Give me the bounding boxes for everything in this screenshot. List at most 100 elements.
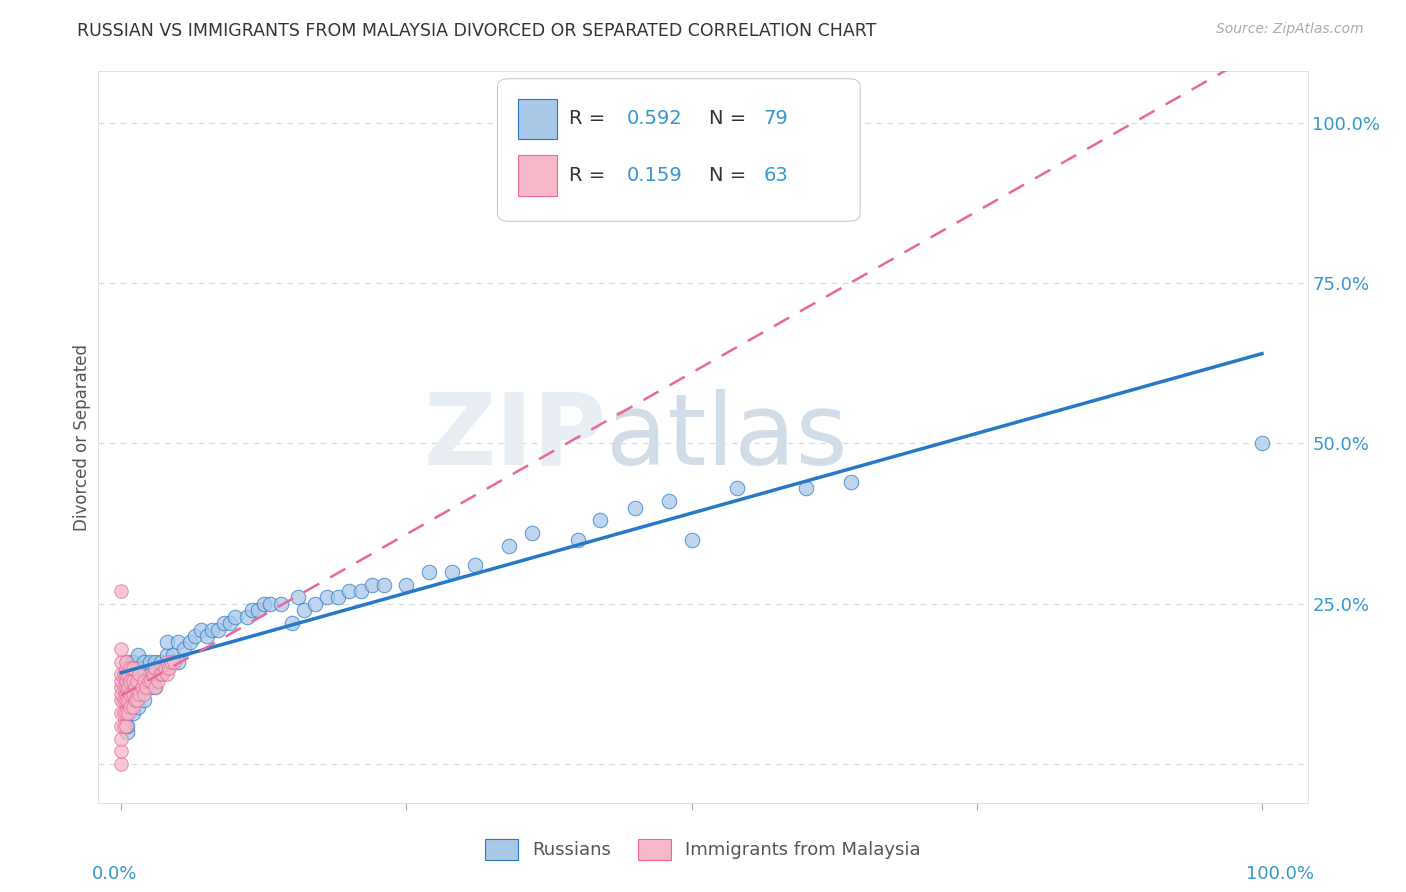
Text: atlas: atlas: [606, 389, 848, 485]
Point: [1251, 436, 1274, 450]
Point: [127, 687, 149, 701]
Point: [139, 667, 162, 681]
FancyBboxPatch shape: [517, 99, 557, 139]
Point: [110, 719, 132, 733]
Point: [110, 673, 132, 688]
Point: [115, 706, 138, 720]
Point: [124, 693, 146, 707]
Text: R =: R =: [569, 110, 612, 128]
Point: [658, 494, 681, 508]
Point: [120, 673, 142, 688]
Point: [127, 693, 149, 707]
Point: [173, 641, 195, 656]
Point: [623, 500, 645, 515]
Point: [120, 661, 142, 675]
Point: [127, 699, 149, 714]
Point: [281, 616, 304, 631]
Point: [114, 693, 136, 707]
Point: [112, 681, 135, 695]
Point: [132, 655, 155, 669]
Point: [156, 667, 179, 681]
Point: [350, 584, 373, 599]
Point: [292, 603, 315, 617]
Point: [110, 641, 132, 656]
Point: [115, 655, 138, 669]
Point: [156, 648, 179, 663]
Point: [110, 655, 132, 669]
Point: [142, 667, 165, 681]
Point: [145, 681, 167, 695]
FancyBboxPatch shape: [517, 155, 557, 195]
Point: [135, 681, 157, 695]
Point: [110, 744, 132, 758]
Point: [121, 681, 143, 695]
Point: [201, 623, 224, 637]
Point: [132, 681, 155, 695]
Point: [127, 648, 149, 663]
Text: 63: 63: [763, 166, 789, 185]
FancyBboxPatch shape: [498, 78, 860, 221]
Point: [114, 681, 136, 695]
Point: [112, 693, 135, 707]
Point: [162, 648, 184, 663]
Point: [681, 533, 703, 547]
Point: [235, 609, 257, 624]
Point: [190, 623, 212, 637]
Point: [121, 706, 143, 720]
Text: Source: ZipAtlas.com: Source: ZipAtlas.com: [1216, 22, 1364, 37]
Point: [121, 693, 143, 707]
Point: [247, 603, 270, 617]
Point: [839, 475, 862, 489]
Point: [117, 667, 139, 681]
Point: [145, 681, 167, 695]
Text: ZIP: ZIP: [423, 389, 606, 485]
Point: [139, 681, 162, 695]
Point: [224, 609, 246, 624]
Point: [149, 667, 172, 681]
Point: [121, 667, 143, 681]
Point: [153, 661, 176, 675]
Point: [195, 629, 218, 643]
Point: [304, 597, 326, 611]
Point: [112, 667, 135, 681]
Point: [150, 667, 173, 681]
Point: [132, 667, 155, 681]
Point: [395, 577, 418, 591]
Point: [121, 655, 143, 669]
Point: [179, 635, 201, 649]
Point: [160, 655, 183, 669]
Point: [115, 687, 138, 701]
Text: 100.0%: 100.0%: [1246, 865, 1313, 883]
Point: [287, 591, 309, 605]
Point: [315, 591, 337, 605]
Point: [115, 719, 138, 733]
Point: [115, 693, 138, 707]
Point: [145, 667, 167, 681]
Text: RUSSIAN VS IMMIGRANTS FROM MALAYSIA DIVORCED OR SEPARATED CORRELATION CHART: RUSSIAN VS IMMIGRANTS FROM MALAYSIA DIVO…: [77, 22, 877, 40]
Text: 0.0%: 0.0%: [93, 865, 138, 883]
Point: [725, 482, 748, 496]
Point: [145, 661, 167, 675]
Point: [115, 667, 138, 681]
Text: 0.159: 0.159: [627, 166, 682, 185]
Point: [110, 687, 132, 701]
Point: [114, 655, 136, 669]
Point: [157, 661, 180, 675]
Point: [270, 597, 292, 611]
Point: [418, 565, 440, 579]
Point: [139, 655, 162, 669]
Point: [127, 673, 149, 688]
Point: [132, 687, 155, 701]
Point: [110, 584, 132, 599]
Text: N =: N =: [709, 166, 752, 185]
Point: [567, 533, 589, 547]
Point: [259, 597, 281, 611]
Point: [150, 655, 173, 669]
Point: [242, 603, 264, 617]
Point: [110, 706, 132, 720]
Text: N =: N =: [709, 110, 752, 128]
Point: [117, 706, 139, 720]
Point: [114, 673, 136, 688]
Point: [156, 661, 179, 675]
Point: [121, 687, 143, 701]
